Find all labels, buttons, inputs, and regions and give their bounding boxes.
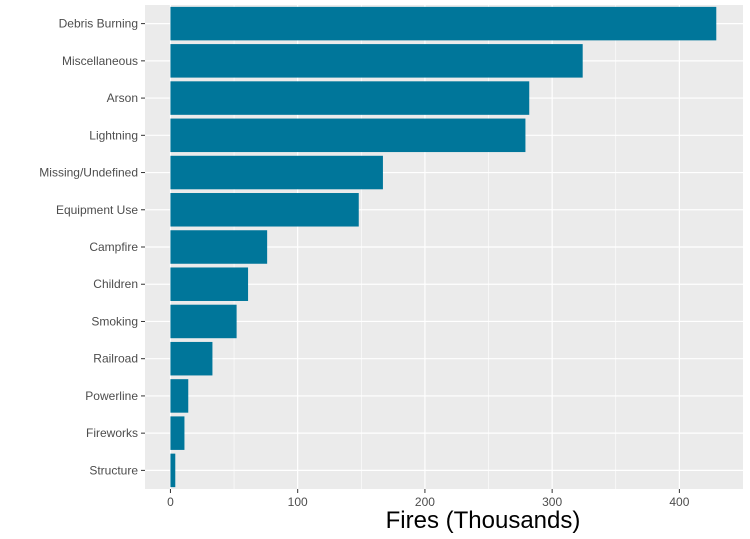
bars [170, 6, 717, 488]
y-tick-label: Smoking [91, 314, 138, 328]
bar [170, 44, 583, 78]
y-tick-label: Arson [107, 91, 138, 105]
x-axis-ticks: 0 100 200 300 400 [167, 489, 690, 509]
bar [170, 118, 526, 153]
bar [170, 304, 237, 339]
x-axis-title: Fires (Thousands) [386, 507, 581, 534]
y-tick-label: Railroad [93, 352, 138, 366]
bar [170, 193, 359, 227]
y-tick-label: Fireworks [86, 426, 138, 440]
x-tick-label: 0 [167, 495, 174, 509]
bar [170, 453, 176, 488]
y-tick-label: Missing/Undefined [39, 166, 138, 180]
y-tick-label: Structure [89, 463, 138, 477]
y-tick-label: Lightning [89, 128, 138, 142]
bar [170, 267, 249, 301]
y-tick-label: Children [93, 277, 138, 291]
y-tick-label: Miscellaneous [62, 54, 138, 68]
bar [170, 6, 717, 41]
y-axis-ticks: Debris Burning Miscellaneous Arson Lightnin… [39, 17, 145, 477]
bar [170, 416, 185, 450]
x-tick-label: 200 [415, 495, 435, 509]
y-tick-label: Powerline [85, 389, 138, 403]
y-tick-label: Equipment Use [56, 203, 138, 217]
bar [170, 155, 383, 190]
bar [170, 81, 530, 115]
bar [170, 341, 213, 376]
x-tick-label: 100 [288, 495, 308, 509]
bar [170, 379, 189, 413]
x-tick-label: 300 [542, 495, 562, 509]
bar [170, 230, 268, 264]
y-tick-label: Campfire [89, 240, 138, 254]
x-tick-label: 400 [669, 495, 689, 509]
y-tick-label: Debris Burning [59, 17, 138, 31]
